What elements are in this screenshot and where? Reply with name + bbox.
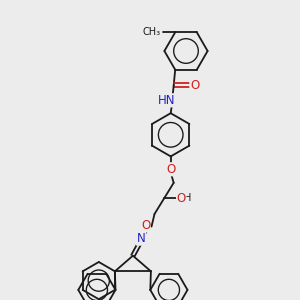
Text: O: O xyxy=(190,79,199,92)
Text: HN: HN xyxy=(158,94,175,107)
Text: O: O xyxy=(141,219,150,232)
Text: CH₃: CH₃ xyxy=(143,27,161,37)
Text: H: H xyxy=(184,194,191,203)
Text: O: O xyxy=(166,163,175,176)
Text: N: N xyxy=(136,232,146,245)
Text: O: O xyxy=(177,192,186,205)
